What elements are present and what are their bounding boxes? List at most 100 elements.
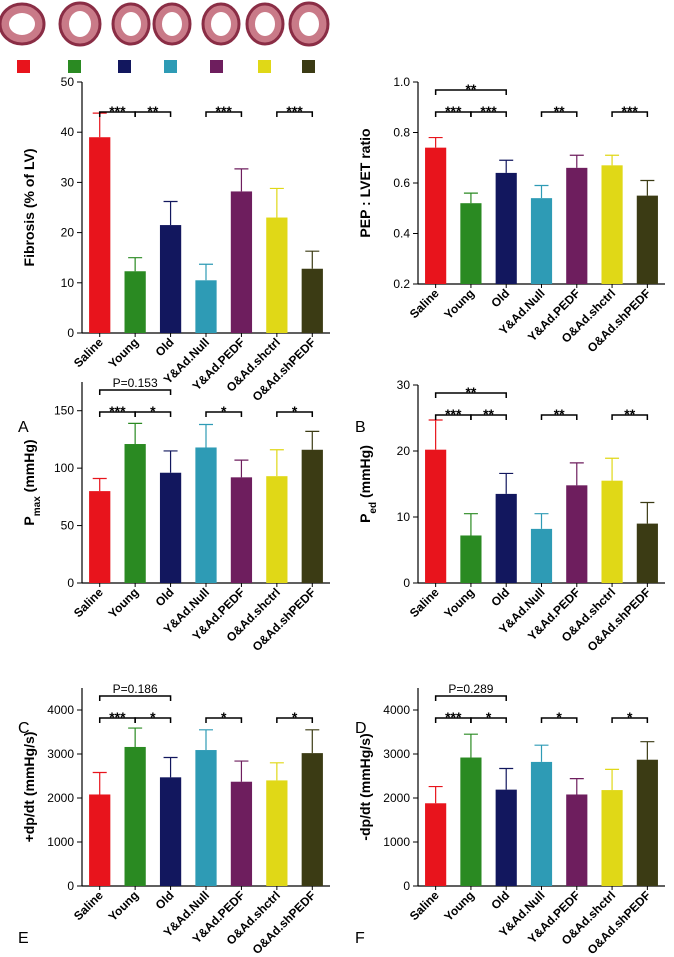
error-bar xyxy=(234,760,249,782)
significance-bracket xyxy=(611,111,649,117)
bar xyxy=(266,476,288,583)
error-bar xyxy=(92,477,107,492)
y-tick-label: 10 xyxy=(397,510,411,524)
heart-lumen xyxy=(299,12,319,36)
error-bar xyxy=(428,419,443,450)
bar xyxy=(266,217,288,333)
bar xyxy=(124,444,146,583)
x-tick-label: O&Ad.shPEDF xyxy=(585,585,654,654)
y-label-sub: ed xyxy=(368,502,379,514)
x-tick-label: Saline xyxy=(407,888,442,923)
error-bar xyxy=(269,449,284,477)
x-tick-label: Young xyxy=(441,286,477,322)
significance-label: * xyxy=(221,709,227,725)
significance-bracket xyxy=(134,717,172,723)
heart-lumen xyxy=(9,13,35,35)
bar xyxy=(530,761,553,886)
bar xyxy=(636,195,658,284)
y-tick-label: 4000 xyxy=(383,703,410,717)
significance-bracket xyxy=(205,717,243,723)
error-bar xyxy=(234,168,249,192)
x-tick-label: Old xyxy=(488,585,512,609)
error-bar xyxy=(128,422,143,445)
error-bar xyxy=(305,250,320,269)
y-label-unit: (mmHg) xyxy=(357,445,373,502)
y-tick-label: 4000 xyxy=(47,703,74,717)
panel-label: A xyxy=(18,419,29,436)
x-tick-label: Old xyxy=(488,286,512,310)
bar xyxy=(301,268,323,333)
significance-bracket xyxy=(540,111,578,117)
significance-label: *** xyxy=(445,406,462,422)
significance-label: ** xyxy=(465,384,476,400)
significance-label: ** xyxy=(624,406,635,422)
x-tick-label: Young xyxy=(106,585,142,621)
error-bar xyxy=(128,727,143,747)
y-axis-label: Ped (mmHg) xyxy=(357,445,379,523)
significance-bracket xyxy=(611,414,649,420)
error-bar xyxy=(428,136,443,148)
significance-bracket xyxy=(434,89,507,95)
significance-bracket xyxy=(611,717,649,723)
significance-bracket xyxy=(134,111,172,117)
y-tick-label: 1.0 xyxy=(393,75,410,89)
error-bar xyxy=(534,184,549,199)
significance-label: *** xyxy=(286,103,303,119)
legend-swatch xyxy=(17,60,30,73)
error-bar xyxy=(640,179,655,196)
bar xyxy=(636,759,658,886)
error-bar xyxy=(640,741,655,760)
x-tick-label: Old xyxy=(488,888,512,912)
significance-bracket xyxy=(434,695,507,701)
bar xyxy=(460,757,482,886)
legend-swatch xyxy=(210,60,223,73)
bar xyxy=(89,137,111,333)
significance-bracket xyxy=(134,411,172,417)
significance-label: *** xyxy=(445,709,462,725)
error-bar xyxy=(163,200,178,226)
bar xyxy=(230,191,253,333)
bar xyxy=(566,485,588,583)
y-tick-label: 3000 xyxy=(383,747,410,761)
y-axis-label: -dp/dt (mmHg/s) xyxy=(357,733,373,840)
bar xyxy=(636,523,658,583)
y-tick-label: 1000 xyxy=(383,835,410,849)
y-tick-label: 0 xyxy=(403,879,410,893)
panel-label: B xyxy=(355,419,366,436)
bar xyxy=(89,491,111,583)
error-bar xyxy=(499,159,514,173)
bar xyxy=(425,449,447,583)
error-bar xyxy=(499,767,514,790)
y-tick-label: 0.8 xyxy=(393,126,410,140)
y-tick-label: 150 xyxy=(54,404,74,418)
bar xyxy=(195,280,217,333)
error-bar xyxy=(199,729,213,751)
bar xyxy=(230,781,253,886)
y-label-unit: (mmHg) xyxy=(21,439,37,496)
x-tick-label: O&Ad.shPEDF xyxy=(585,888,654,957)
panel-label: C xyxy=(18,720,30,737)
x-tick-label: Young xyxy=(106,335,142,371)
significance-label: ** xyxy=(554,103,565,119)
significance-label: P=0.289 xyxy=(448,682,493,696)
y-tick-label: 20 xyxy=(61,226,75,240)
y-tick-label: 0.6 xyxy=(393,176,410,190)
error-bar xyxy=(605,457,620,481)
significance-bracket xyxy=(470,111,507,117)
error-bar xyxy=(463,513,478,536)
bar xyxy=(601,165,623,284)
significance-label: * xyxy=(486,709,492,725)
error-bar xyxy=(269,187,284,218)
significance-label: * xyxy=(627,709,633,725)
x-tick-label: Young xyxy=(441,585,477,621)
error-bar xyxy=(569,778,584,795)
legend-swatch xyxy=(164,60,177,73)
y-label-sub: max xyxy=(32,496,43,516)
y-tick-label: 0 xyxy=(67,326,74,340)
error-bar xyxy=(128,257,143,272)
panel: 0 1000 2000 3000 4000 -dp/dt (mmHg/s) Saline Yo… xyxy=(355,682,665,957)
panel-label: D xyxy=(355,720,367,737)
heart-lumen xyxy=(121,12,141,36)
significance-label: ** xyxy=(465,81,476,97)
